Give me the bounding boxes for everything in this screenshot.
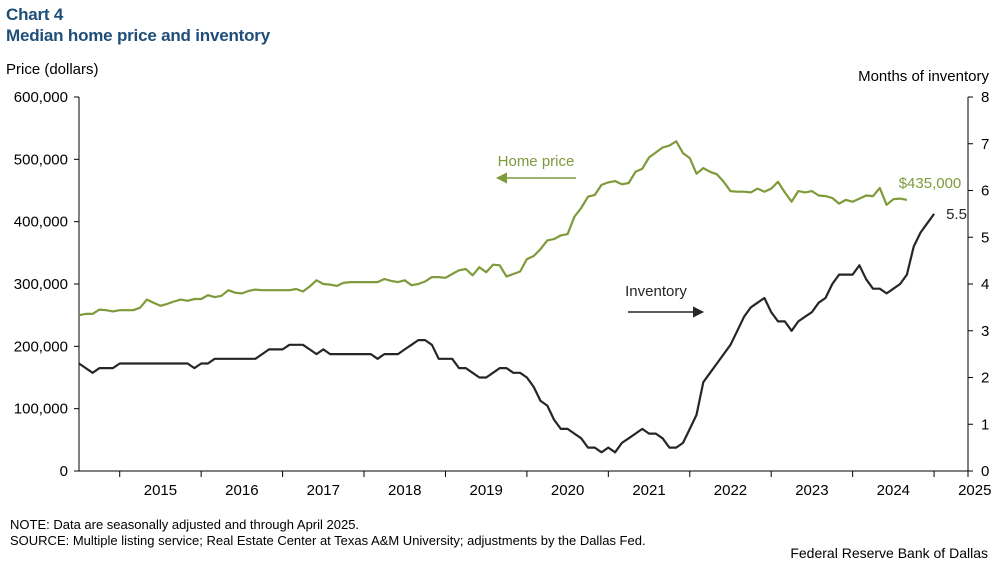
chart-title-block: Chart 4 Median home price and inventory [6,4,270,46]
y-right-tick-label: 4 [981,276,989,293]
x-tick-label: 2017 [307,482,340,499]
axes [74,96,973,477]
series-lines [78,140,935,454]
annotation-inventory: Inventory [625,283,687,300]
tick-labels: 0 100,000 200,000 300,000 400,000 500,000 600,… [6,61,991,499]
y-right-tick-label: 7 [981,136,989,153]
end-label-home-price: $435,000 [899,175,962,192]
x-tick-label: 2021 [632,482,665,499]
y-left-tick-label: 200,000 [14,338,68,355]
x-tick-label: 2020 [551,482,584,499]
y-left-tick-label: 500,000 [14,151,68,168]
y-right-tick-label: 8 [981,89,989,106]
chart-source: SOURCE: Multiple listing service; Real E… [10,533,646,548]
y-left-tick-label: 100,000 [14,401,68,418]
y-right-axis-label: Months of inventory [858,68,989,85]
x-tick-label: 2015 [144,482,177,499]
chart-credit: Federal Reserve Bank of Dallas [790,545,988,561]
x-tick-label: 2023 [795,482,828,499]
end-label-inventory: 5.5 [946,206,967,223]
series-line-home-price [78,140,908,317]
x-tick-label: 2016 [225,482,258,499]
y-left-tick-label: 400,000 [14,214,68,231]
x-tick-label: 2022 [714,482,747,499]
y-left-tick-label: 0 [60,463,68,480]
y-right-tick-label: 3 [981,323,989,340]
annotations: Home price Inventory $435,000 5.5 [495,153,967,318]
y-right-tick-label: 2 [981,370,989,387]
y-right-tick-label: 0 [981,463,989,480]
chart-note: NOTE: Data are seasonally adjusted and t… [10,517,360,532]
y-left-tick-label: 300,000 [14,276,68,293]
chart-footer: NOTE: Data are seasonally adjusted and t… [10,517,646,549]
y-left-axis-label: Price (dollars) [6,61,99,78]
y-right-tick-label: 6 [981,183,989,200]
x-tick-label: 2025 [958,482,991,499]
chart-title: Median home price and inventory [6,26,270,45]
annotation-home-price: Home price [498,153,575,170]
chart-number: Chart 4 [6,5,64,24]
x-tick-label: 2018 [388,482,421,499]
y-right-tick-label: 1 [981,416,989,433]
x-tick-label: 2024 [877,482,910,499]
y-right-tick-label: 5 [981,229,989,246]
y-left-tick-label: 600,000 [14,89,68,106]
series-line-inventory [78,213,935,454]
x-tick-label: 2019 [469,482,502,499]
